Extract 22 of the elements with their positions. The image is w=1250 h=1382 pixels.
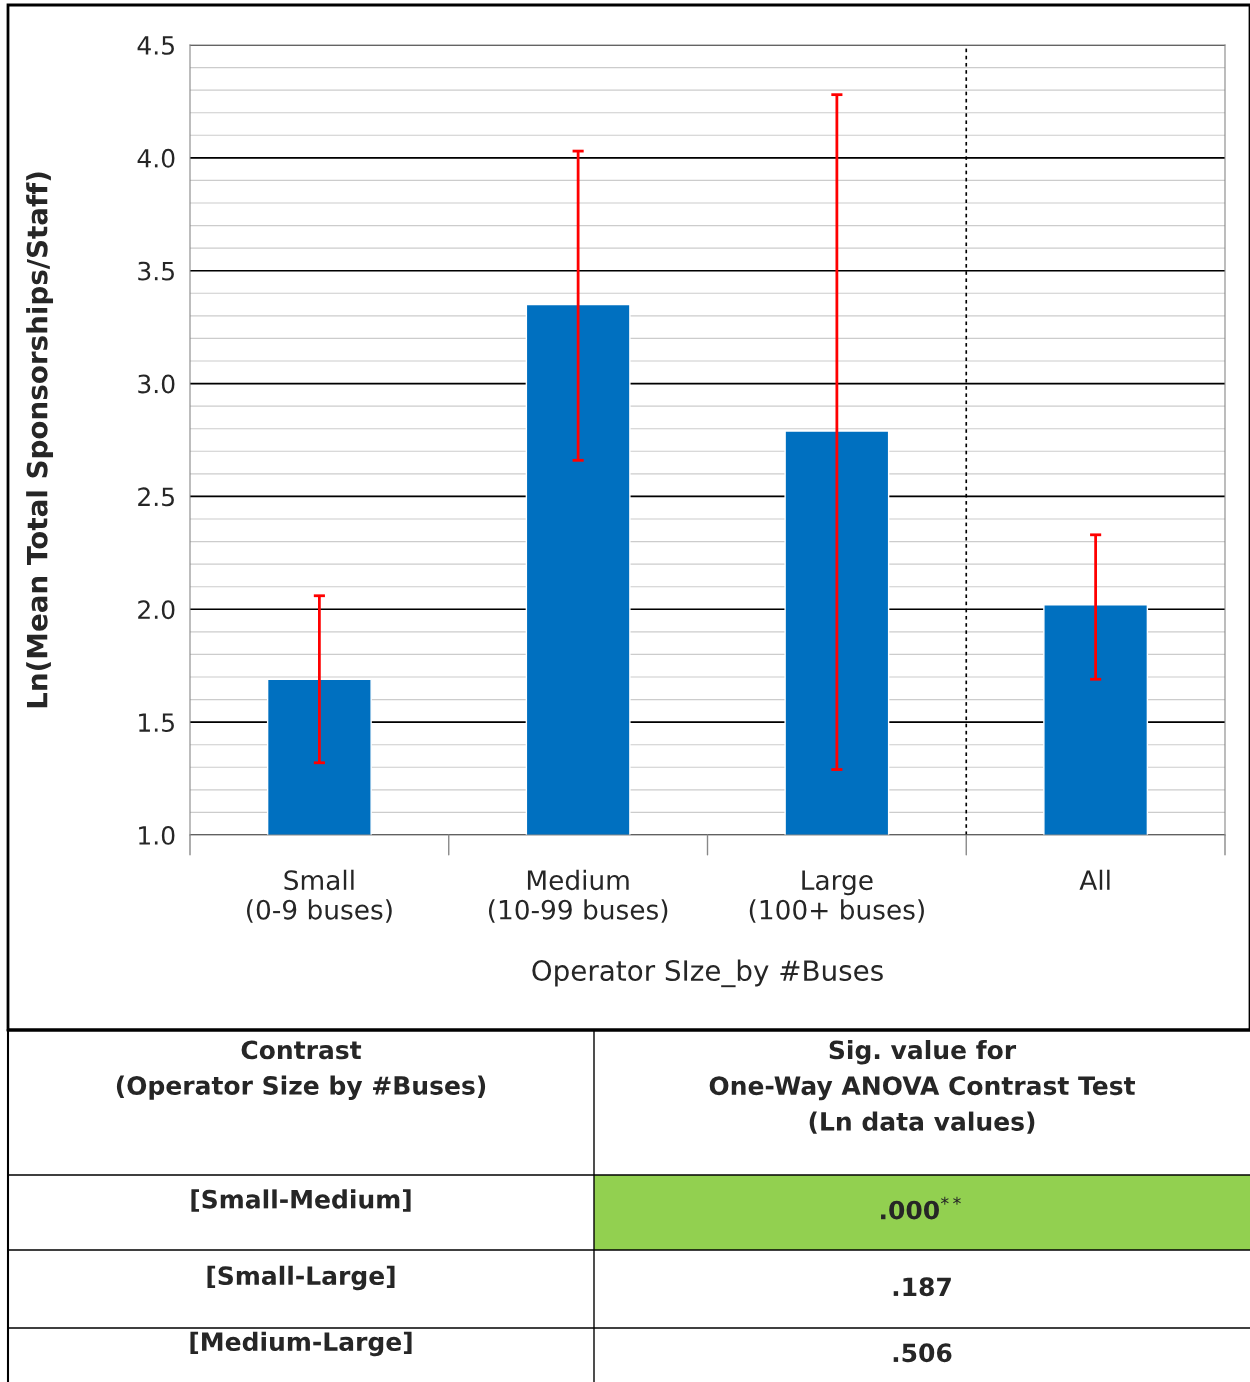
y-tick-label: 3.5 [138,261,174,281]
y-tick-label: 2.0 [138,600,175,620]
x-tick-label: Medium (10-99 buses) [488,869,668,923]
y-tick-label: 4.0 [137,148,175,168]
text: [Small-Medium] [191,1189,411,1212]
y-tick-label: 1.0 [139,825,175,845]
text: [Small-Large] [207,1265,395,1291]
y-tick-label: 2.5 [138,487,174,507]
y-tick-label: 3.0 [138,374,175,394]
text: Sig. value for One-Way ANOVA Contrast Test (Ln data values) [709,1040,1135,1134]
x-tick-label: Small (0-9 buses) [247,869,392,923]
x-axis-title: Operator SIze_by #Buses [532,959,883,988]
text: .506 [893,1343,952,1363]
text: .187 [893,1277,951,1297]
x-tick-label: Large (100+ buses) [749,870,924,923]
y-tick-label: 1.5 [139,713,174,732]
text: .000$^{**}$ [881,1196,961,1220]
y-axis-title: Ln(Mean Total Sponsorships/Staff) [26,172,54,708]
text: [Medium-Large] [190,1331,412,1357]
x-tick-label: All [1079,869,1110,890]
y-tick-label: 4.5 [137,36,174,55]
text: Contrast (Operator Size by #Buses) [116,1040,486,1100]
